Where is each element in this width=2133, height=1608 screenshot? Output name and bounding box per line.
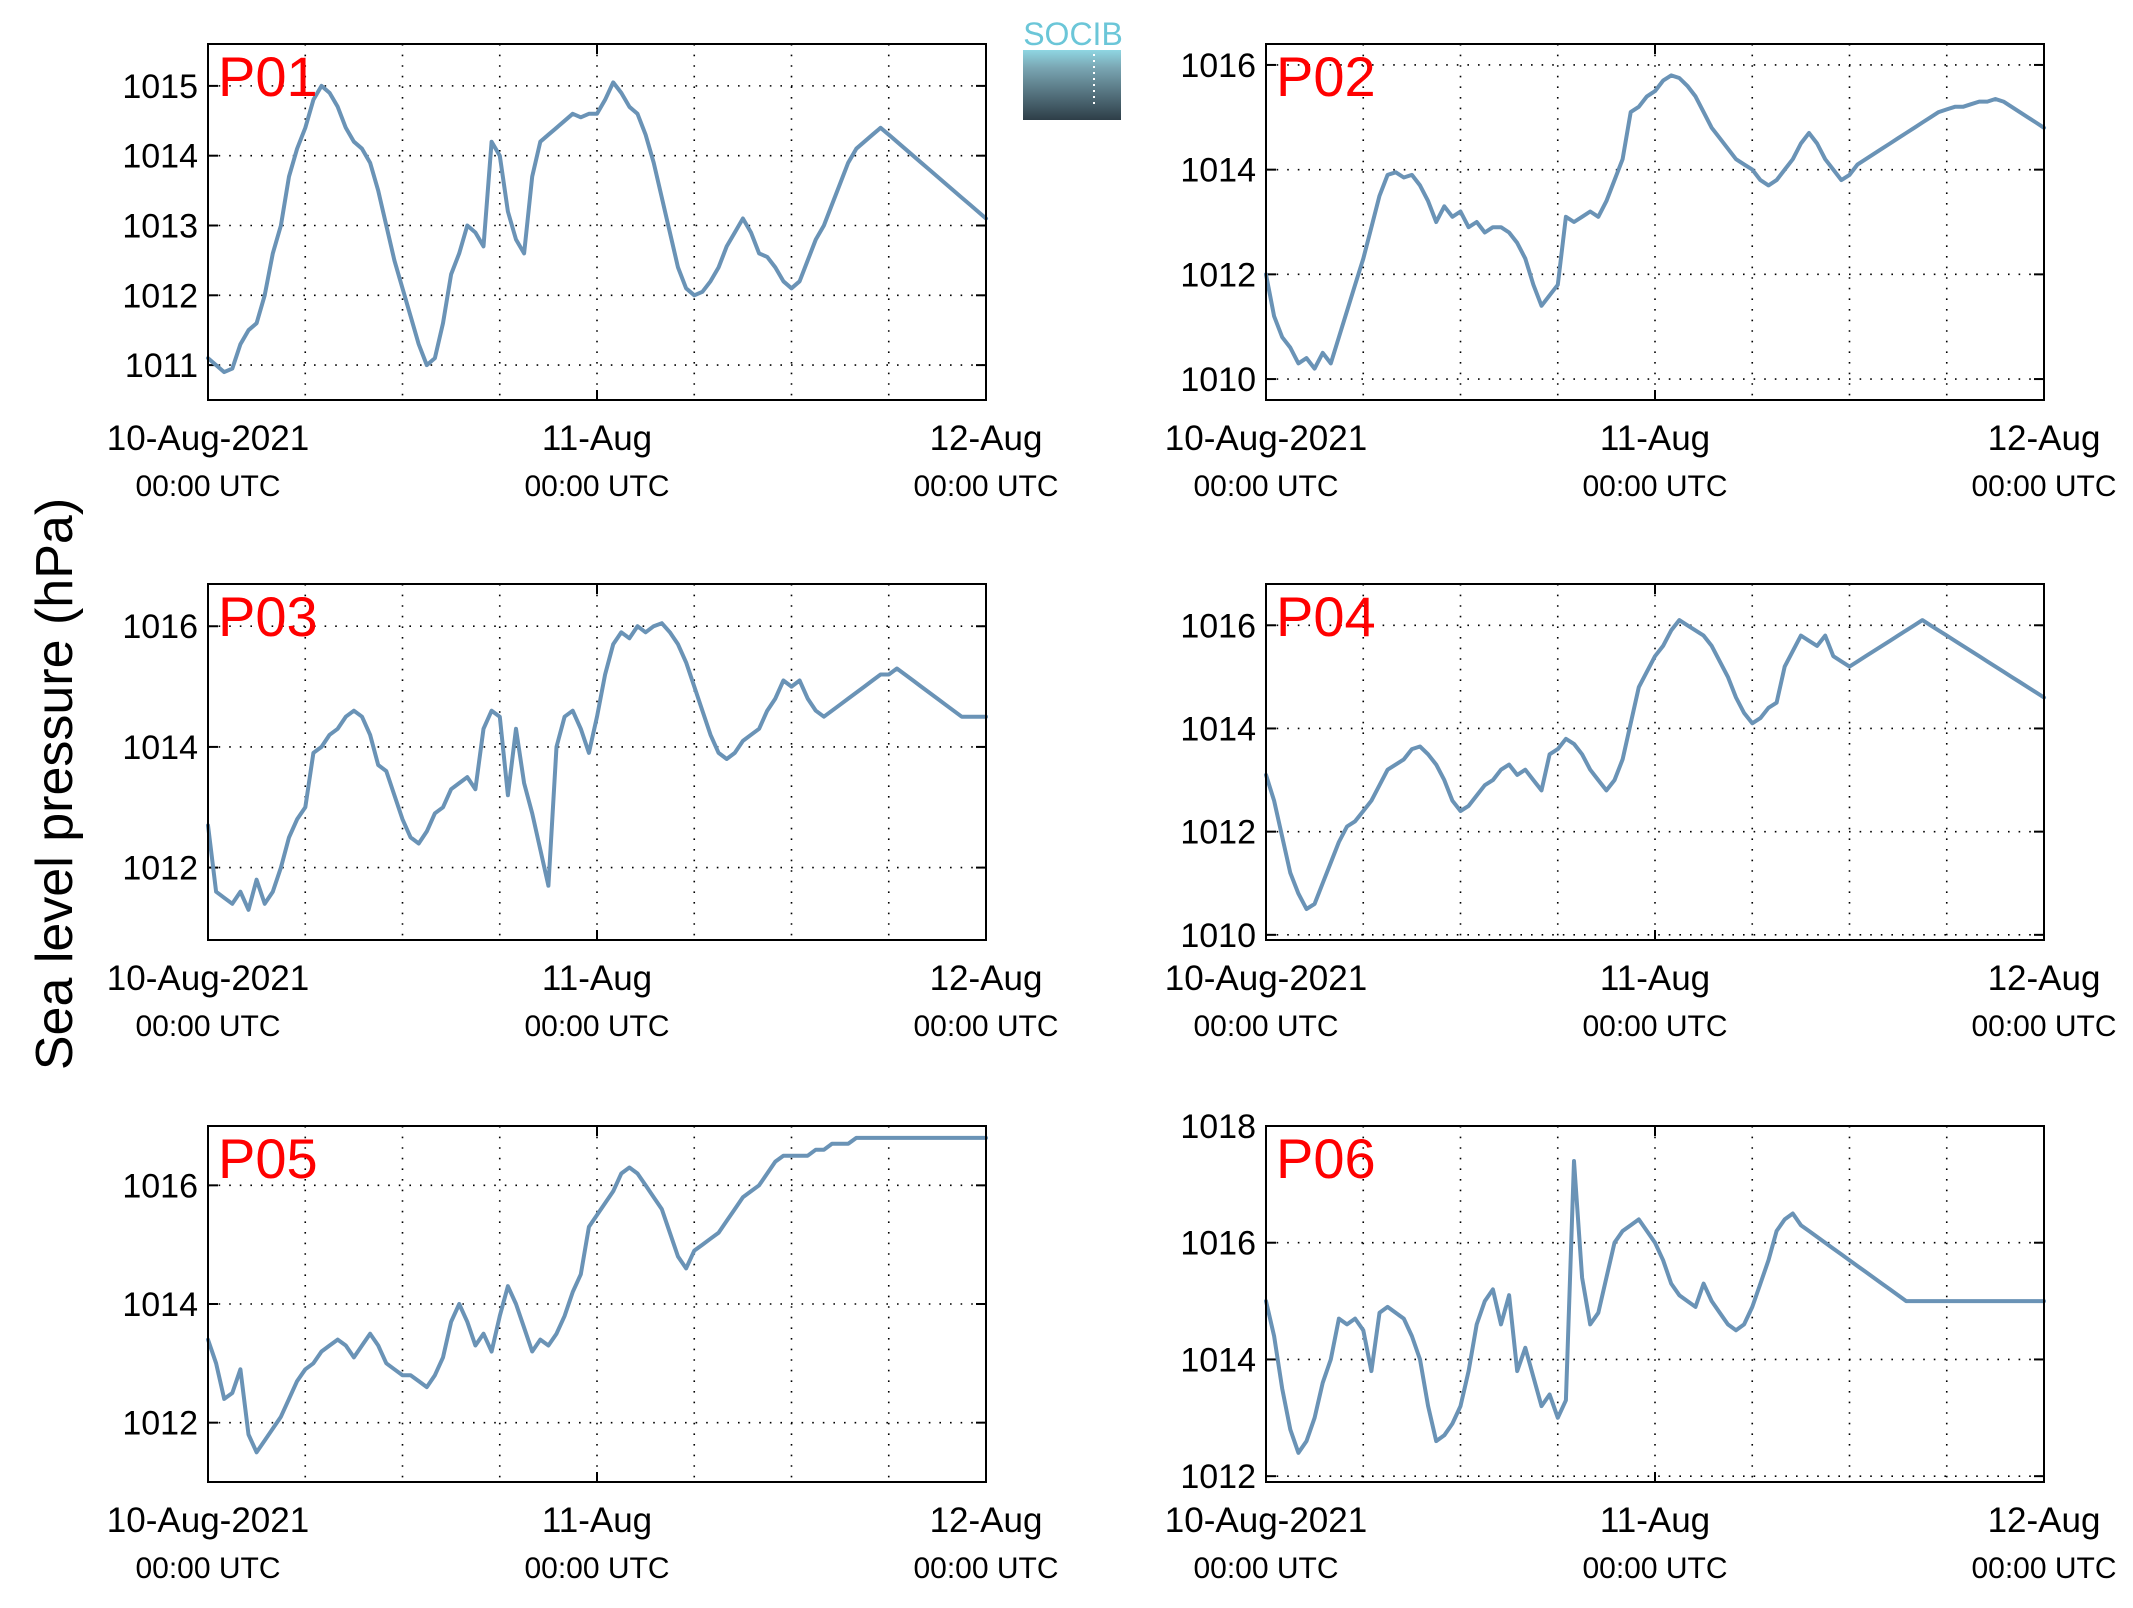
logo-text: SOCIB: [1023, 16, 1123, 52]
series-line-p01: [206, 80, 988, 375]
y-tick-label: 1012: [122, 277, 198, 315]
y-tick-label: 1013: [122, 207, 198, 245]
x-tick-label-time: 00:00 UTC: [1971, 1552, 2116, 1585]
x-tick-label-date: 11-Aug: [542, 1501, 652, 1540]
plot-frame: [1265, 1125, 2045, 1483]
y-tick-label: 1011: [125, 347, 198, 385]
x-tick-label-date: 11-Aug: [542, 419, 652, 458]
x-tick-label-date: 11-Aug: [1600, 419, 1710, 458]
x-tick-label-time: 00:00 UTC: [135, 1010, 280, 1043]
panel-label: P02: [1276, 45, 1376, 108]
x-tick-label-time: 00:00 UTC: [1582, 470, 1727, 503]
x-tick-label-date: 12-Aug: [930, 419, 1043, 458]
plot-frame: [1265, 43, 2045, 401]
x-tick-label-date: 12-Aug: [930, 1501, 1043, 1540]
panel-p02: 1010 1012 1014 1016 10-Aug-2021 00:00 UTC 11-A…: [1165, 43, 2117, 503]
x-tick-label-time: 00:00 UTC: [1582, 1552, 1727, 1585]
x-tick-label-date: 11-Aug: [542, 959, 652, 998]
x-tick-label-date: 11-Aug: [1600, 1501, 1710, 1540]
series-line-p03: [206, 621, 988, 912]
panel-p01: 1011 1012 1013 1014 1015 10-Aug-2021 00:00 UTC…: [107, 43, 1059, 503]
panels: 1011 1012 1013 1014 1015 10-Aug-2021 00:00 UTC…: [107, 43, 2117, 1585]
y-tick-label: 1016: [1180, 1225, 1256, 1263]
x-tick-label-time: 00:00 UTC: [135, 1552, 280, 1585]
socib-logo: SOCIB: [1023, 16, 1123, 120]
series-line-p06: [1264, 1159, 2046, 1455]
panel-label: P01: [218, 45, 318, 108]
x-tick-label-time: 00:00 UTC: [913, 1552, 1058, 1585]
x-tick-label-time: 00:00 UTC: [1193, 1552, 1338, 1585]
panel-p06: 1012 1014 1016 1018 10-Aug-2021 00:00 UTC 11-A…: [1165, 1108, 2117, 1585]
y-tick-label: 1012: [1180, 256, 1256, 294]
plot-frame: [207, 583, 987, 941]
y-tick-label: 1014: [122, 1286, 198, 1324]
plot-area: [208, 584, 986, 940]
x-tick-label-date: 12-Aug: [1988, 1501, 2101, 1540]
y-tick-label: 1016: [1180, 607, 1256, 645]
plot-area: [208, 1126, 986, 1482]
plot-area: [1266, 584, 2044, 940]
y-tick-label: 1014: [122, 138, 198, 176]
y-tick-label: 1014: [1180, 152, 1256, 190]
x-tick-label-time: 00:00 UTC: [524, 470, 669, 503]
x-tick-label-time: 00:00 UTC: [1193, 470, 1338, 503]
y-tick-label: 1014: [1180, 1341, 1256, 1379]
plot-area: [1266, 44, 2044, 400]
x-tick-label-date: 10-Aug-2021: [107, 959, 309, 998]
y-tick-label: 1012: [1180, 1458, 1256, 1496]
x-tick-label-date: 10-Aug-2021: [1165, 419, 1367, 458]
logo-block: [1023, 50, 1121, 120]
panel-p04: 1010 1012 1014 1016 10-Aug-2021 00:00 UTC 11-A…: [1165, 583, 2117, 1043]
y-tick-label: 1018: [1180, 1108, 1256, 1146]
x-tick-label-time: 00:00 UTC: [913, 1010, 1058, 1043]
x-tick-label-date: 11-Aug: [1600, 959, 1710, 998]
panel-label: P03: [218, 585, 318, 648]
y-tick-label: 1010: [1180, 361, 1256, 399]
x-tick-label-time: 00:00 UTC: [1193, 1010, 1338, 1043]
x-tick-label-time: 00:00 UTC: [913, 470, 1058, 503]
x-tick-label-date: 10-Aug-2021: [1165, 959, 1367, 998]
y-tick-label: 1016: [122, 608, 198, 646]
panel-label: P06: [1276, 1127, 1376, 1190]
y-tick-label: 1014: [122, 729, 198, 767]
x-tick-label-time: 00:00 UTC: [1971, 1010, 2116, 1043]
x-tick-label-time: 00:00 UTC: [524, 1010, 669, 1043]
x-tick-label-date: 12-Aug: [930, 959, 1043, 998]
x-tick-label-date: 10-Aug-2021: [1165, 1501, 1367, 1540]
y-tick-label: 1016: [122, 1167, 198, 1205]
x-tick-label-date: 10-Aug-2021: [107, 1501, 309, 1540]
y-tick-label: 1014: [1180, 710, 1256, 748]
y-tick-label: 1012: [122, 850, 198, 888]
plot-area: [1266, 1126, 2044, 1482]
panel-p05: 1012 1014 1016 10-Aug-2021 00:00 UTC 11-Aug 00…: [107, 1125, 1059, 1585]
y-tick-label: 1016: [1180, 47, 1256, 85]
panel-label: P05: [218, 1127, 318, 1190]
x-tick-label-date: 12-Aug: [1988, 419, 2101, 458]
x-tick-label-time: 00:00 UTC: [1971, 470, 2116, 503]
plot-frame: [207, 43, 987, 401]
y-tick-label: 1012: [122, 1405, 198, 1443]
panel-p03: 1012 1014 1016 10-Aug-2021 00:00 UTC 11-Aug 00…: [107, 583, 1059, 1043]
panel-label: P04: [1276, 585, 1376, 648]
plot-frame: [1265, 583, 2045, 941]
y-tick-label: 1015: [122, 68, 198, 106]
series-line-p04: [1264, 618, 2046, 911]
x-tick-label-time: 00:00 UTC: [1582, 1010, 1727, 1043]
series-line-p02: [1264, 73, 2046, 371]
x-tick-label-date: 10-Aug-2021: [107, 419, 309, 458]
series-line-p05: [206, 1135, 988, 1455]
x-tick-label-time: 00:00 UTC: [135, 470, 280, 503]
y-tick-label: 1012: [1180, 814, 1256, 852]
x-tick-label-time: 00:00 UTC: [524, 1552, 669, 1585]
x-tick-label-date: 12-Aug: [1988, 959, 2101, 998]
plot-frame: [207, 1125, 987, 1483]
y-axis-label: Sea level pressure (hPa): [26, 498, 84, 1070]
y-tick-label: 1010: [1180, 917, 1256, 955]
